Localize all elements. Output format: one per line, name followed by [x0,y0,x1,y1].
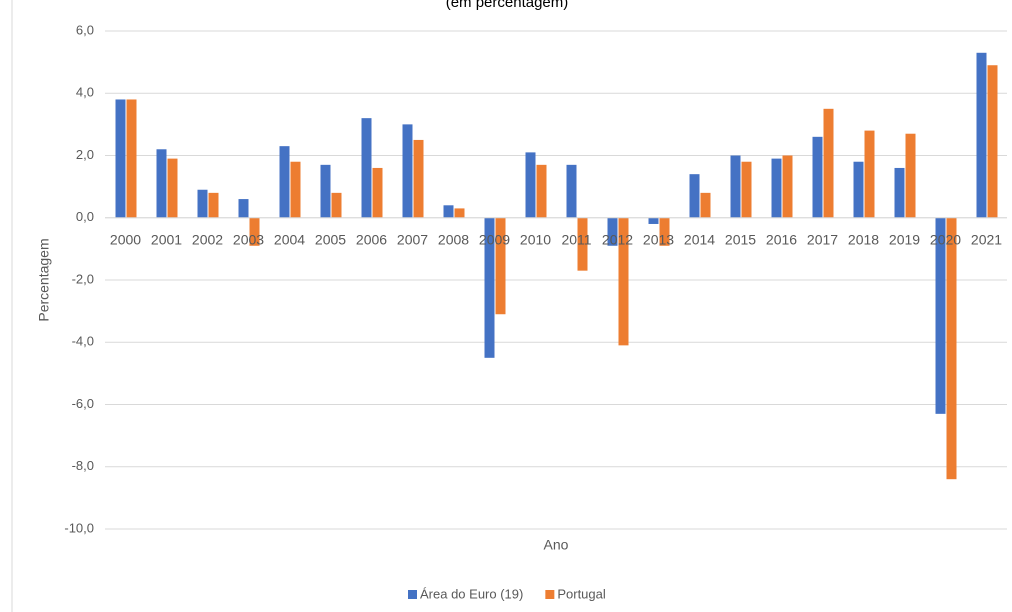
y-tick-label: -10,0 [64,520,94,535]
bar [484,217,495,358]
x-axis-label: Ano [544,537,569,553]
y-tick-label: 2,0 [76,147,94,162]
x-tick-label: 2018 [848,231,879,247]
bar [730,155,741,218]
y-axis-label: Percentagem [36,238,52,321]
x-tick-label: 2001 [151,231,182,247]
bar [577,217,588,271]
bar [689,174,700,218]
bar [126,99,137,218]
bar [279,146,290,218]
x-tick-label: 2014 [684,231,715,247]
bar [249,217,260,246]
bar [115,99,126,218]
bar [771,158,782,218]
x-tick-label: 2015 [725,231,756,247]
bar [853,161,864,218]
bar [812,136,823,218]
x-tick-label: 2011 [561,231,591,247]
x-tick-label: 2000 [110,231,141,247]
x-tick-label: 2012 [602,231,633,247]
x-tick-label: 2004 [274,231,305,247]
chart-frame [11,0,13,612]
bar [525,152,536,218]
bar [454,208,465,218]
x-tick-label: 2017 [807,231,838,247]
bar [935,217,946,414]
bar [443,205,454,218]
bar [566,164,577,218]
bar [741,161,752,218]
y-tick-label: -6,0 [72,396,94,411]
bar [782,155,793,218]
chart-subtitle: (em percentagem) [446,0,569,11]
bar [320,164,331,218]
x-tick-label: 2010 [520,231,551,247]
x-tick-label: 2005 [315,231,346,247]
bar [864,130,875,218]
bar [197,189,208,218]
y-tick-label: 6,0 [76,22,94,37]
x-tick-label: 2006 [356,231,387,247]
bar [823,108,834,218]
legend-swatch [545,590,555,599]
x-tick-label: 2020 [930,231,961,247]
bar [987,65,998,218]
bar [167,158,178,218]
legend-swatch [408,590,417,599]
bar [413,139,424,218]
bar [372,167,383,218]
legend-label: Portugal [557,586,606,601]
bar [700,192,711,218]
bar [238,199,249,218]
x-tick-label: 2016 [766,231,797,247]
x-tick-label: 2003 [233,231,264,247]
bar [402,124,413,218]
y-tick-label: 4,0 [76,85,94,100]
bar [946,217,957,480]
bar [156,149,167,218]
y-tick-label: -8,0 [72,458,94,473]
x-tick-label: 2019 [889,231,920,247]
bar [976,52,987,218]
y-tick-label: -4,0 [72,334,94,349]
bar [618,217,629,346]
x-tick-label: 2013 [643,231,674,247]
bar [659,217,670,246]
bar [361,118,372,218]
x-tick-label: 2007 [397,231,428,247]
bar [208,192,219,218]
bar [536,164,547,218]
legend-label: Área do Euro (19) [420,586,523,601]
x-tick-label: 2009 [479,231,510,247]
bar [290,161,301,218]
bar [495,217,506,315]
x-tick-label: 2021 [971,231,1002,247]
bar [894,167,905,218]
bar [905,133,916,218]
x-tick-label: 2008 [438,231,469,247]
bar [331,192,342,218]
y-tick-label: -2,0 [72,271,94,286]
x-tick-label: 2002 [192,231,223,247]
bar [607,217,618,246]
bar [648,217,659,224]
y-tick-label: 0,0 [76,209,94,224]
